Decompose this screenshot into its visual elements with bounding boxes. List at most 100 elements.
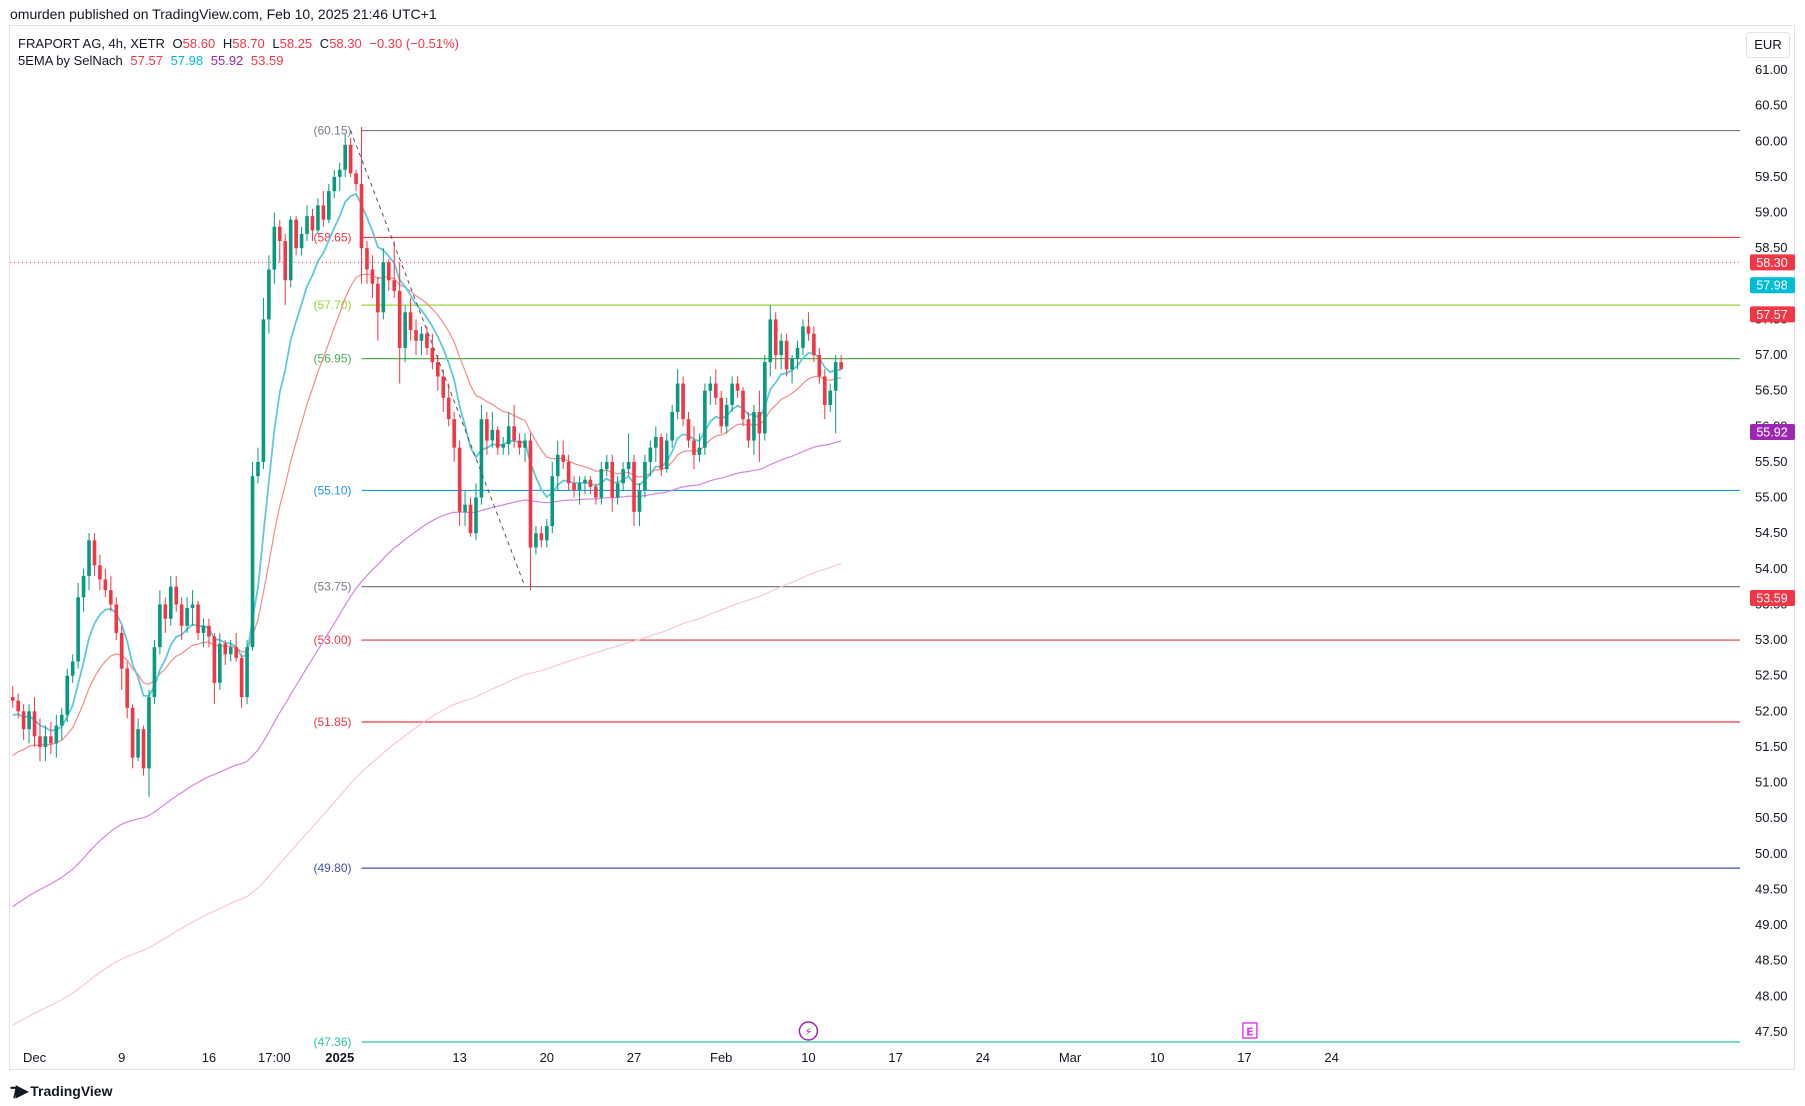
- y-tick-label: 51.00: [1755, 775, 1788, 790]
- candle-body: [648, 447, 653, 462]
- candle-body: [675, 383, 680, 413]
- y-tick-label: 60.00: [1755, 133, 1788, 148]
- y-tick-label: 49.00: [1755, 917, 1788, 932]
- candle-body: [403, 312, 407, 348]
- candle-body: [337, 169, 342, 177]
- candle-body: [288, 219, 293, 281]
- price-badge: [1750, 277, 1795, 294]
- candle-body: [87, 540, 91, 576]
- x-tick-label: 16: [202, 1050, 216, 1065]
- candle-body: [201, 625, 206, 633]
- candle-body: [158, 604, 162, 648]
- event-label: E: [1246, 1026, 1254, 1039]
- candle-body: [643, 461, 647, 491]
- candle-body: [332, 176, 337, 192]
- ema-value-4: 53.59: [250, 53, 284, 68]
- y-tick-label: 47.50: [1755, 1024, 1788, 1039]
- y-tick-label: 56.50: [1755, 383, 1788, 398]
- candle-body: [228, 647, 233, 655]
- chart-pane[interactable]: [9, 25, 1795, 1070]
- candle-body: [381, 262, 386, 313]
- candle-body: [310, 216, 315, 231]
- x-tick-label: 24: [976, 1050, 990, 1065]
- x-tick-label: 2025: [325, 1050, 354, 1065]
- candle-body: [703, 390, 707, 448]
- candle-body: [370, 269, 375, 284]
- dividend-event-icon: [798, 1021, 819, 1041]
- candle-body: [839, 362, 843, 370]
- candle-body: [506, 426, 511, 445]
- open-label: O58.60: [172, 36, 216, 51]
- candle-body: [436, 362, 440, 377]
- candle-body: [10, 697, 15, 701]
- candle-body: [76, 597, 80, 662]
- x-tick-label: 20: [540, 1050, 554, 1065]
- candle-body: [485, 419, 489, 441]
- x-tick-label: 17: [1237, 1050, 1251, 1065]
- candle-body: [446, 397, 451, 420]
- candle-body: [250, 476, 255, 648]
- candle-body: [806, 326, 811, 334]
- tradingview-footer[interactable]: ⁊▶ TradingView: [10, 1081, 112, 1101]
- candle-body: [245, 647, 249, 698]
- candle-body: [425, 333, 429, 348]
- candle-body: [474, 497, 478, 534]
- candle-body: [550, 476, 555, 527]
- ema-value-2: 57.98: [170, 53, 204, 68]
- candle-body: [261, 319, 266, 462]
- candle-body: [468, 504, 473, 534]
- indicator-legend-row[interactable]: 5EMA by SelNach 57.57 57.98 55.92 53.59: [18, 52, 463, 69]
- candle-body: [234, 647, 238, 658]
- ema-value-3: 55.92: [210, 53, 244, 68]
- candle-body: [103, 579, 108, 591]
- candle-body: [365, 248, 369, 270]
- price-badge-label: 57.98: [1756, 279, 1787, 293]
- price-badge-label: 55.92: [1756, 425, 1787, 439]
- candle-body: [713, 383, 718, 398]
- candle-body: [801, 326, 805, 348]
- price-level-label: (49.80): [313, 861, 351, 875]
- x-tick-label: Mar: [1059, 1050, 1082, 1065]
- price-level-label: (55.10): [313, 483, 351, 497]
- candle-body: [670, 412, 674, 441]
- y-tick-label: 54.00: [1755, 561, 1788, 576]
- candle-body: [168, 586, 173, 619]
- price-level-label: (56.95): [313, 352, 351, 366]
- price-badge-label: 58.30: [1756, 256, 1787, 270]
- candle-body: [621, 469, 625, 484]
- candle-body: [490, 429, 495, 441]
- ema-value-1: 57.57: [130, 53, 163, 68]
- y-tick-label: 57.00: [1755, 347, 1788, 362]
- candle-body: [583, 479, 587, 484]
- ema-100-line: [12, 440, 842, 908]
- candle-body: [414, 330, 418, 341]
- candle-body: [43, 736, 48, 747]
- candle-body: [784, 340, 789, 370]
- candle-body: [239, 657, 244, 698]
- candle-body: [54, 725, 59, 744]
- candle-body: [299, 233, 304, 249]
- change-label: −0.30 (−0.51%): [369, 36, 459, 51]
- candle-body: [566, 461, 571, 484]
- low-label: L58.25: [272, 36, 313, 51]
- candle-body: [376, 283, 380, 313]
- ema-fast-line: [12, 192, 842, 732]
- currency-button[interactable]: EUR: [1746, 32, 1790, 58]
- candle-body: [692, 440, 696, 455]
- candle-body: [305, 216, 309, 234]
- candle-body: [495, 429, 500, 448]
- candle-body: [719, 397, 724, 427]
- y-tick-label: 48.00: [1755, 988, 1788, 1003]
- price-level-label: (57.70): [313, 298, 351, 312]
- y-tick-label: 48.50: [1755, 953, 1788, 968]
- candle-body: [16, 700, 20, 712]
- candle-body: [419, 333, 424, 341]
- candle-body: [109, 590, 113, 605]
- candle-body: [795, 347, 800, 359]
- price-badge: [1750, 590, 1795, 607]
- candle-body: [812, 333, 816, 356]
- price-badge-label: 57.57: [1756, 308, 1787, 322]
- candle-body: [38, 736, 42, 747]
- x-tick-label: 10: [1150, 1050, 1164, 1065]
